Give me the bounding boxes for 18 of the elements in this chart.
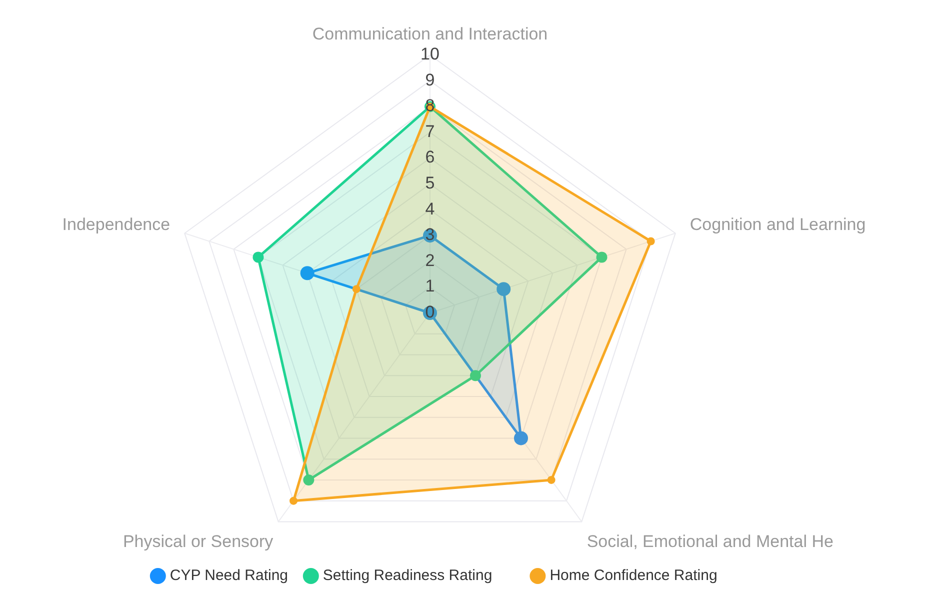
y-tick-label: 3 — [425, 225, 435, 244]
legend-label: Setting Readiness Rating — [322, 566, 492, 584]
y-tick-label: 7 — [425, 122, 435, 141]
legend-label: CYP Need Rating — [170, 566, 288, 584]
spoke-label: Independence — [62, 214, 170, 234]
spoke-label: Physical or Sensory — [122, 532, 274, 552]
y-tick-label: 5 — [425, 173, 435, 192]
y-tick-label: 4 — [425, 199, 435, 218]
y-tick-label: 0 — [425, 302, 435, 322]
legend-label: Home Confidence Rating — [550, 566, 718, 584]
y-tick-label: 2 — [425, 250, 435, 270]
spoke-label: Social, Emotional and Mental He — [586, 532, 834, 552]
y-tick-label: 6 — [425, 148, 435, 167]
spoke-label: Cognition and Learning — [690, 214, 866, 234]
y-tick-label: 10 — [420, 44, 440, 64]
y-tick-label: 9 — [425, 70, 435, 90]
spoke-label: Communication and Interaction — [312, 24, 548, 44]
y-tick-label: 1 — [425, 276, 435, 296]
